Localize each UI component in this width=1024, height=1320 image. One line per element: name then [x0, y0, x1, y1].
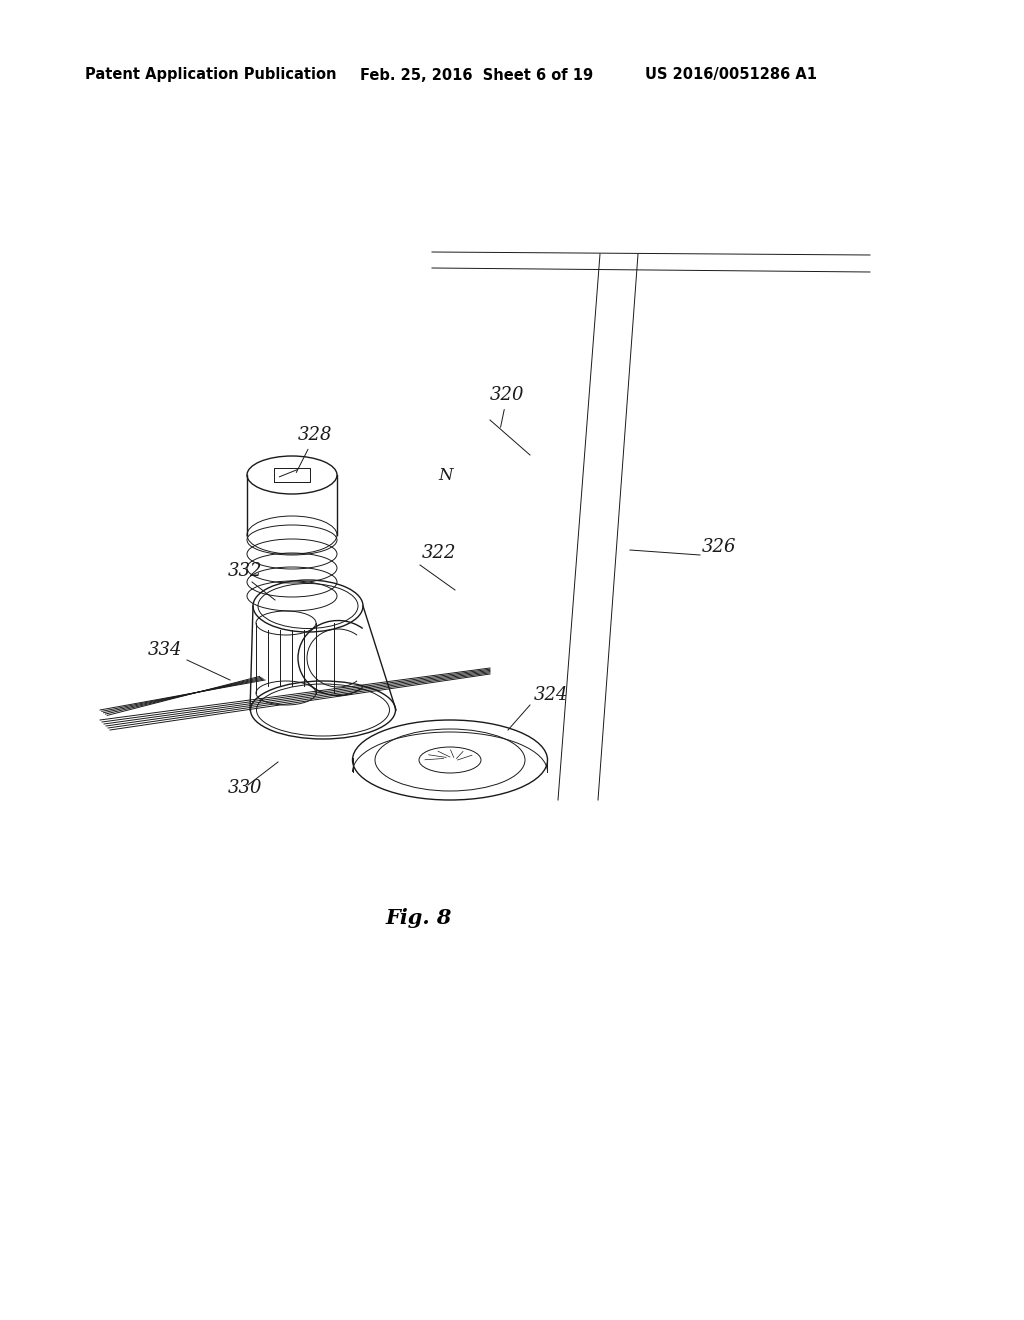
Text: 324: 324 [534, 686, 568, 704]
Text: 332: 332 [228, 562, 262, 579]
Text: US 2016/0051286 A1: US 2016/0051286 A1 [645, 67, 817, 82]
Text: 322: 322 [422, 544, 457, 562]
Text: 334: 334 [148, 642, 182, 659]
Text: Fig. 8: Fig. 8 [385, 908, 452, 928]
Text: 328: 328 [296, 426, 333, 473]
Text: Patent Application Publication: Patent Application Publication [85, 67, 337, 82]
Text: 326: 326 [702, 539, 736, 556]
Text: 320: 320 [490, 385, 524, 428]
Text: N: N [438, 467, 453, 484]
Text: Feb. 25, 2016  Sheet 6 of 19: Feb. 25, 2016 Sheet 6 of 19 [360, 67, 593, 82]
Text: 330: 330 [228, 779, 262, 797]
